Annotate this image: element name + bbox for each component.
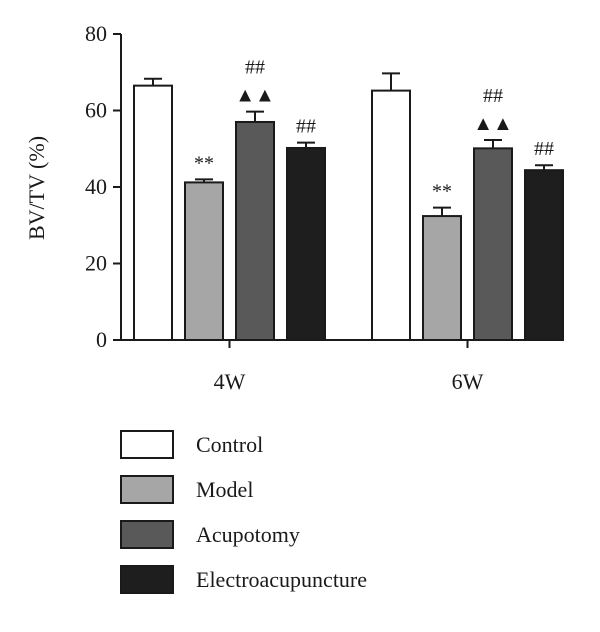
bar [286, 146, 326, 341]
significance-marker: ## [534, 138, 554, 160]
bar [235, 120, 275, 341]
bars: ** ▲▲ ## ## ** ▲▲ ## ## [133, 57, 564, 342]
legend-label: Model [196, 477, 253, 502]
legend-label: Control [196, 432, 263, 457]
bar [473, 147, 513, 341]
significance-marker: ## [245, 57, 265, 79]
significance-marker: ** [194, 152, 214, 174]
legend-swatch [120, 430, 174, 459]
bar [524, 169, 564, 341]
legend-swatch [120, 475, 174, 504]
bar [422, 215, 462, 342]
significance-triangle-marker: ▲▲ [473, 113, 513, 135]
y-tick-label: 0 [96, 327, 107, 352]
y-axis-label: BV/TV (%) [24, 136, 49, 240]
legend-swatch [120, 520, 174, 549]
y-tick-label: 40 [85, 174, 107, 199]
legend-label: Acupotomy [196, 522, 300, 547]
bar [133, 84, 173, 341]
significance-marker: ## [483, 85, 503, 107]
legend-label: Electroacupuncture [196, 567, 367, 592]
y-tick-label: 80 [85, 21, 107, 46]
legend: Control Model Acupotomy Electroacupuncture [120, 430, 367, 594]
bar [184, 181, 224, 341]
significance-triangle-marker: ▲▲ [235, 85, 275, 107]
y-tick-label: 60 [85, 98, 107, 123]
y-tick-label: 20 [85, 251, 107, 276]
bar [371, 89, 411, 341]
significance-marker: ** [432, 181, 452, 203]
x-category-label: 4W [214, 369, 246, 394]
x-category-label: 6W [452, 369, 484, 394]
significance-marker: ## [296, 116, 316, 138]
legend-swatch [120, 565, 174, 594]
